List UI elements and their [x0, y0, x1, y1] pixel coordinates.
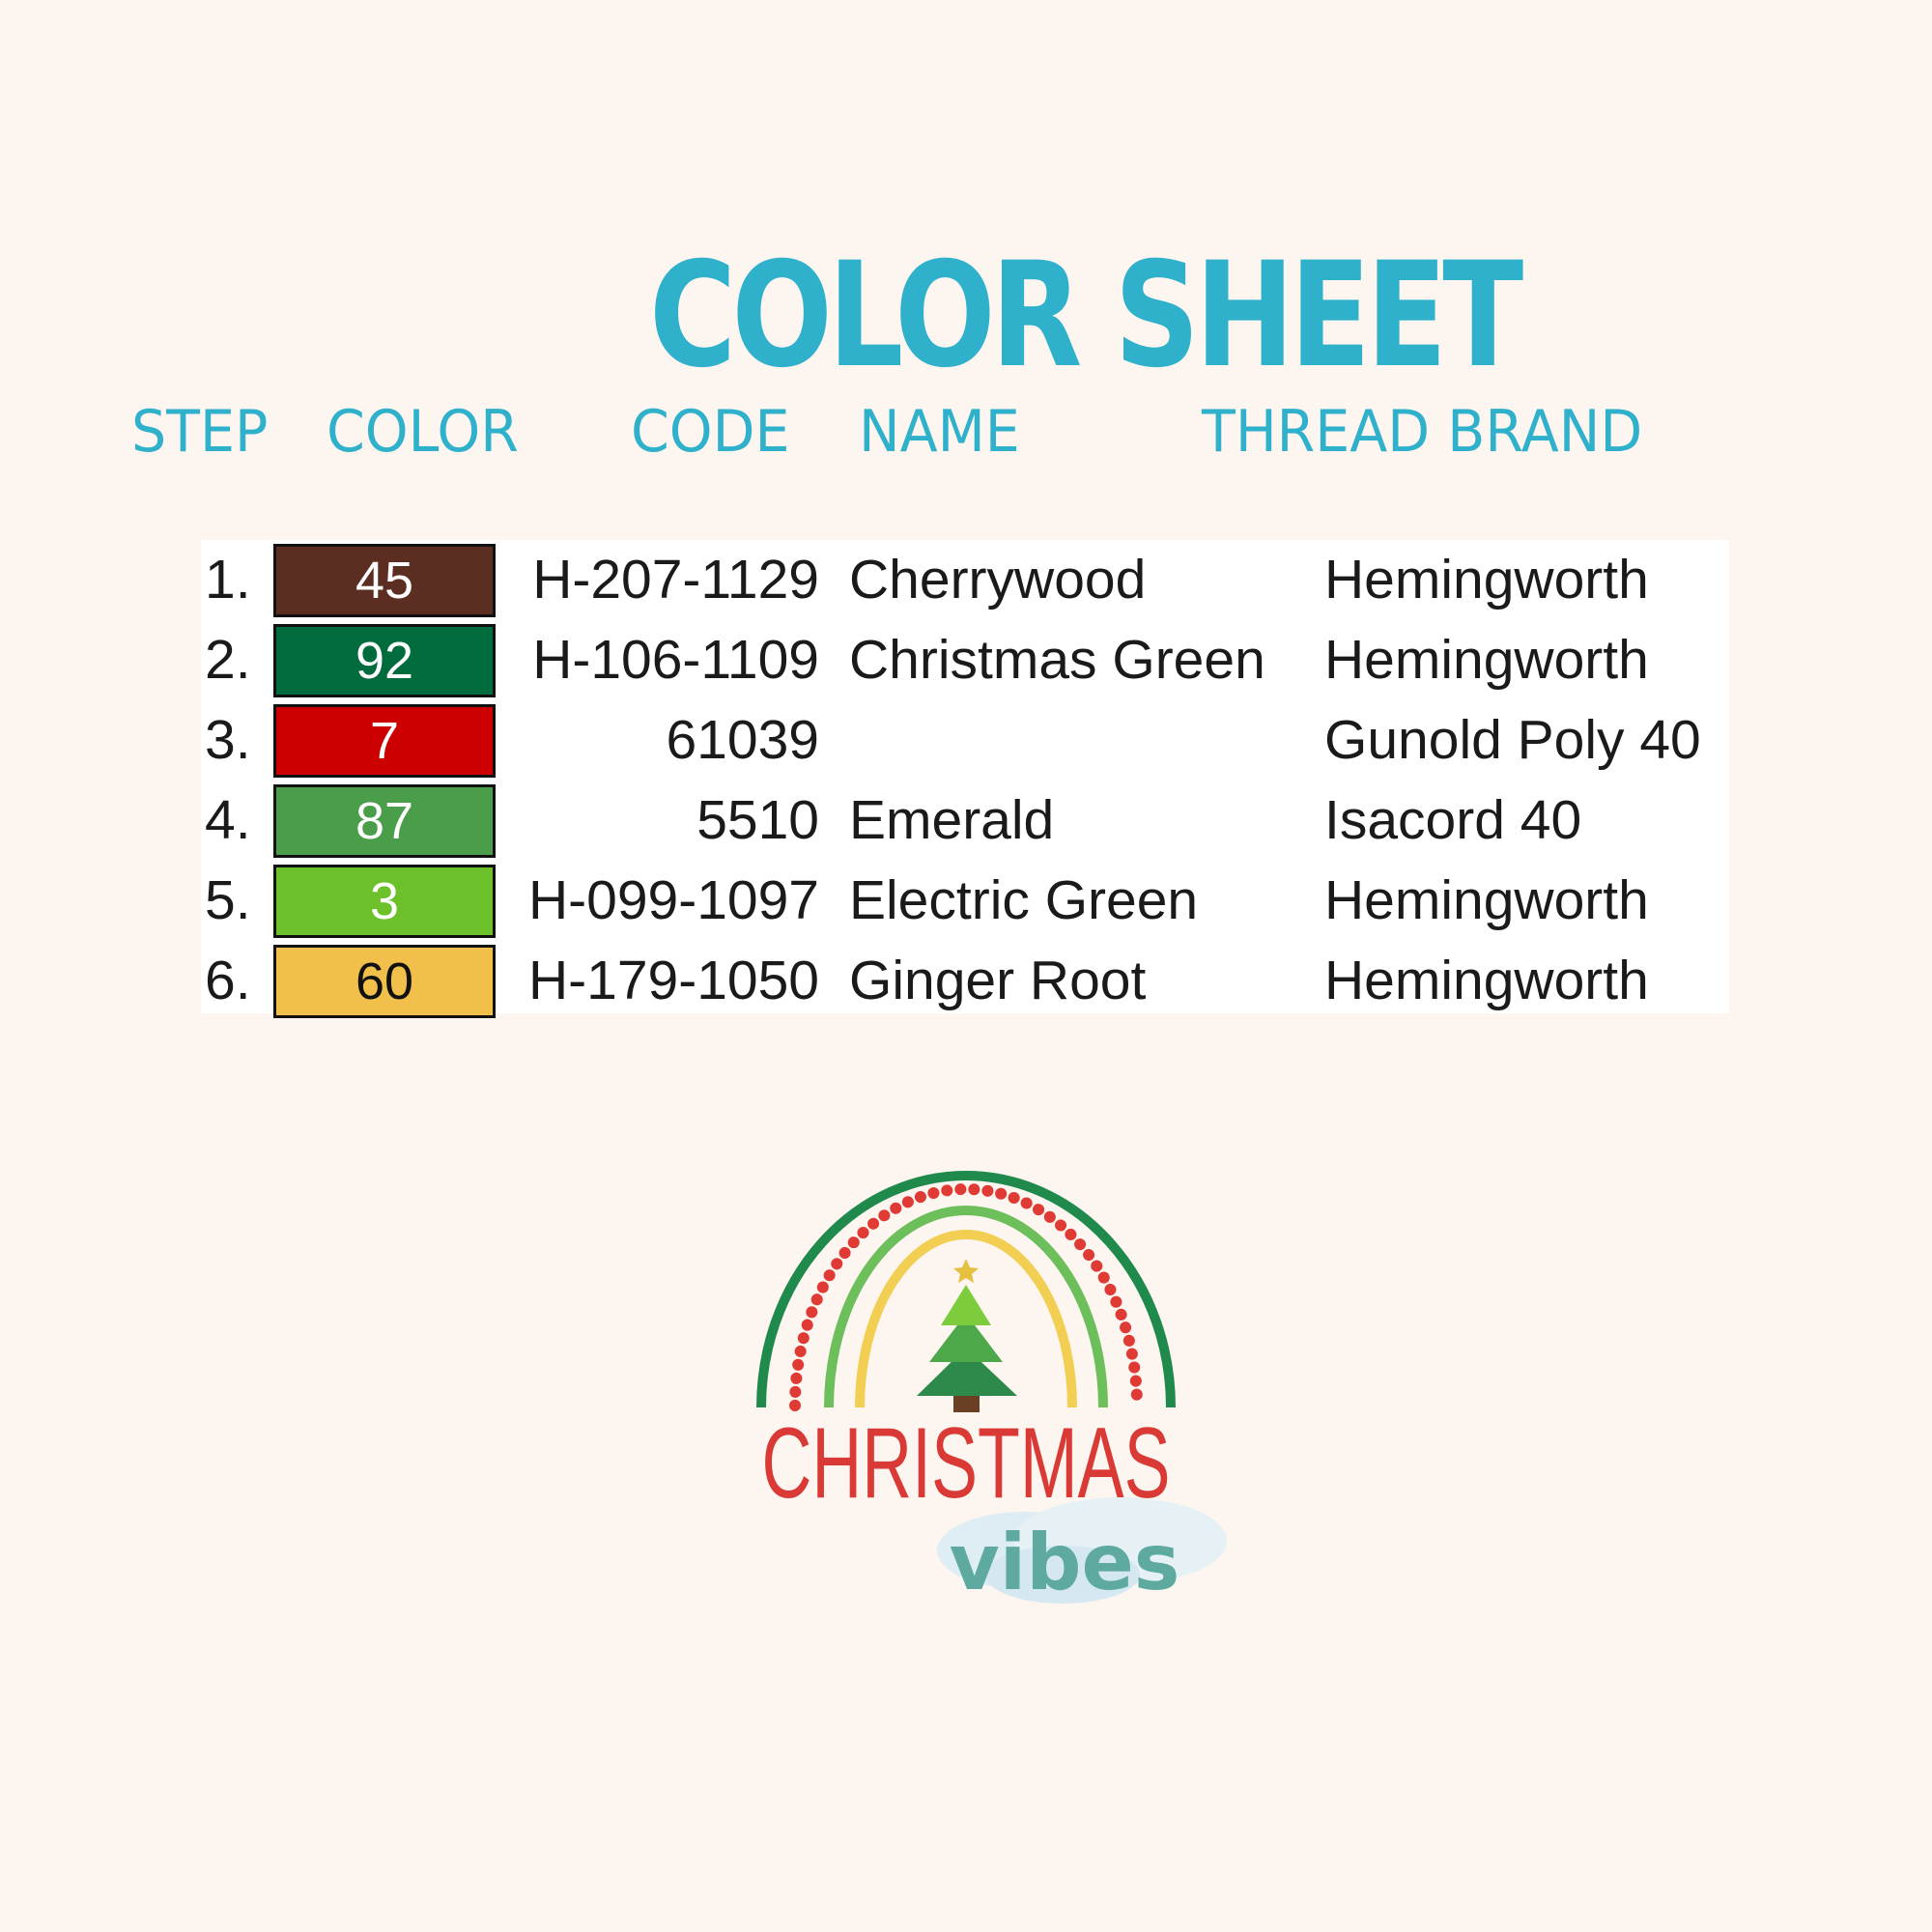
step-number: 3.: [205, 709, 251, 771]
thread-brand: Gunold Poly 40: [1324, 709, 1701, 771]
table-row: 5. 3 H-099-1097 Electric Green Hemingworth: [201, 861, 1729, 941]
color-swatch: 3: [273, 865, 496, 938]
header-color: COLOR: [327, 398, 519, 466]
thread-brand: Hemingworth: [1324, 629, 1649, 691]
color-swatch: 60: [273, 945, 496, 1018]
thread-brand: Hemingworth: [1324, 869, 1649, 931]
thread-name: Electric Green: [849, 869, 1199, 931]
thread-code: H-179-1050: [527, 950, 819, 1011]
step-number: 4.: [205, 789, 251, 851]
thread-code: 5510: [696, 789, 819, 851]
thread-brand: Isacord 40: [1324, 789, 1582, 851]
color-swatch: 87: [273, 784, 496, 858]
design-line1: CHRISTMAS: [762, 1407, 1171, 1520]
tree-tier-top: [941, 1285, 991, 1325]
yellow-arch: [855, 1230, 1077, 1408]
thread-brand: Hemingworth: [1324, 549, 1649, 611]
tree-tier-bottom: [917, 1348, 1017, 1396]
thread-code: H-099-1097: [527, 869, 819, 931]
thread-name: Emerald: [849, 789, 1055, 851]
color-swatch: 45: [273, 544, 496, 617]
step-number: 5.: [205, 869, 251, 931]
light-green-arch: [824, 1206, 1108, 1408]
thread-name: Cherrywood: [849, 549, 1147, 611]
thread-name: Ginger Root: [849, 950, 1147, 1011]
thread-code: H-106-1109: [532, 629, 819, 691]
table-row: 4. 87 5510 Emerald Isacord 40: [201, 781, 1729, 861]
tree-trunk: [953, 1396, 980, 1412]
header-step: STEP: [131, 398, 269, 466]
table-row: 1. 45 H-207-1129 Cherrywood Hemingworth: [201, 540, 1729, 620]
step-number: 6.: [205, 950, 251, 1011]
christmas-vibes-design: CHRISTMAS vibes: [734, 1150, 1236, 1613]
header-code: CODE: [631, 398, 790, 466]
table-row: 3. 7 61039 Gunold Poly 40: [201, 700, 1729, 781]
rainbow-tree-illustration: CHRISTMAS vibes: [756, 1171, 1227, 1607]
outer-green-arch: [756, 1171, 1176, 1408]
step-number: 1.: [205, 549, 251, 611]
watermark-cloud: [937, 1497, 1227, 1604]
tree-tier-middle: [929, 1314, 1003, 1362]
star-icon: [953, 1259, 979, 1283]
header-thread-brand: THREAD BRAND: [1202, 398, 1643, 466]
step-number: 2.: [205, 629, 251, 691]
thread-name: Christmas Green: [849, 629, 1265, 691]
thread-code: H-207-1129: [532, 549, 819, 611]
design-line2: vibes: [950, 1518, 1180, 1607]
page-title: COLOR SHEET: [649, 232, 1523, 400]
color-table: 1. 45 H-207-1129 Cherrywood Hemingworth 2. 92 H…: [201, 540, 1729, 1018]
thread-brand: Hemingworth: [1324, 950, 1649, 1011]
table-row: 6. 60 H-179-1050 Ginger Root Hemingworth: [201, 941, 1729, 1021]
red-dots-arch: [789, 1183, 1143, 1411]
color-swatch: 92: [273, 624, 496, 697]
color-swatch: 7: [273, 704, 496, 778]
thread-code: 61039: [666, 709, 819, 771]
header-name: NAME: [859, 398, 1020, 466]
table-row: 2. 92 H-106-1109 Christmas Green Hemingworth: [201, 620, 1729, 700]
